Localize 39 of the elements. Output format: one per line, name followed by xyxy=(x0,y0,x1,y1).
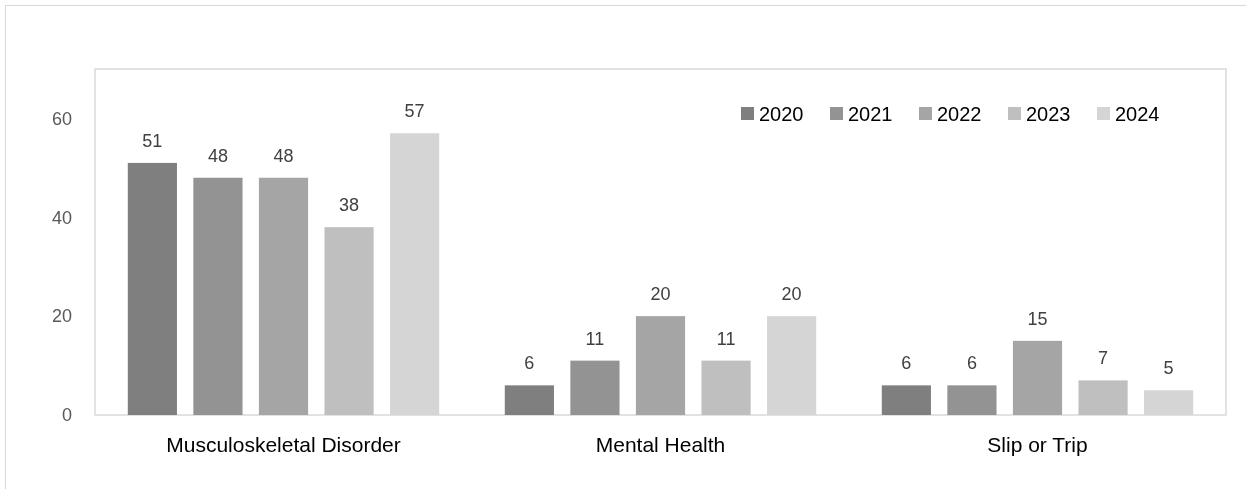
legend-label: 2023 xyxy=(1026,103,1071,125)
bar xyxy=(324,227,374,415)
data-label: 11 xyxy=(585,328,605,349)
bar xyxy=(635,316,686,415)
legend-label: 2024 xyxy=(1115,103,1160,125)
bar xyxy=(1012,340,1063,415)
data-label: 11 xyxy=(716,328,736,349)
bar xyxy=(258,177,309,415)
bar xyxy=(570,360,620,415)
data-label: 48 xyxy=(273,145,294,166)
y-tick-label: 0 xyxy=(61,405,72,426)
legend-label: 2021 xyxy=(848,103,893,125)
legend-label: 2022 xyxy=(937,103,982,125)
data-label: 15 xyxy=(1027,308,1048,329)
x-tick-label: Mental Health xyxy=(595,433,726,456)
legend-label: 2020 xyxy=(759,103,804,125)
data-label: 5 xyxy=(1163,358,1174,379)
y-tick-label: 20 xyxy=(51,306,72,327)
data-label: 20 xyxy=(650,284,671,305)
bar xyxy=(504,385,554,415)
bar xyxy=(881,385,931,415)
data-label: 57 xyxy=(404,101,425,122)
data-label: 6 xyxy=(524,353,535,374)
data-label: 51 xyxy=(142,130,163,151)
data-label: 6 xyxy=(966,353,977,374)
y-tick-label: 60 xyxy=(51,108,72,129)
x-tick-label: Musculoskeletal Disorder xyxy=(166,433,401,456)
data-label: 7 xyxy=(1098,348,1109,369)
bar xyxy=(1078,380,1128,415)
data-label: 6 xyxy=(901,353,912,374)
data-label: 38 xyxy=(339,195,360,216)
data-label: 20 xyxy=(781,284,802,305)
y-tick-label: 40 xyxy=(51,207,72,228)
x-tick-label: Slip or Trip xyxy=(987,433,1088,456)
data-label: 48 xyxy=(207,145,228,166)
bar xyxy=(193,177,243,415)
bar xyxy=(127,162,177,415)
bar xyxy=(701,360,751,415)
bar xyxy=(947,385,997,415)
